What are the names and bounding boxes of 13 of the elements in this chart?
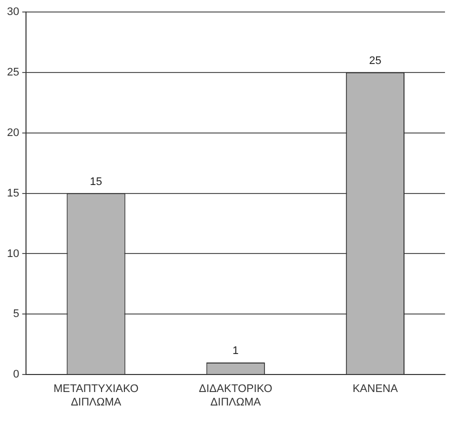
y-tick-label: 30 [6,6,20,18]
y-tick-label: 15 [6,187,20,200]
y-tick-label: 0 [13,368,20,381]
x-tick-label: ΔΙΔΑΚΤΟΡΙΚΟ ΔΙΠΛΩΜΑ [198,383,273,408]
y-tick-label: 25 [6,66,20,78]
data-label: 25 [369,54,382,67]
y-tick-label: 20 [6,126,20,139]
x-tick-label: ΜΕΤΑΠΤΥΧΙΑΚΟ ΔΙΠΛΩΜΑ [54,383,139,408]
data-label: 1 [232,345,239,358]
y-tick-label: 10 [6,248,20,260]
y-tick-label: 5 [13,308,20,320]
x-tick-label: ΚΑΝΕΝΑ [352,383,398,396]
data-label: 15 [90,176,102,188]
